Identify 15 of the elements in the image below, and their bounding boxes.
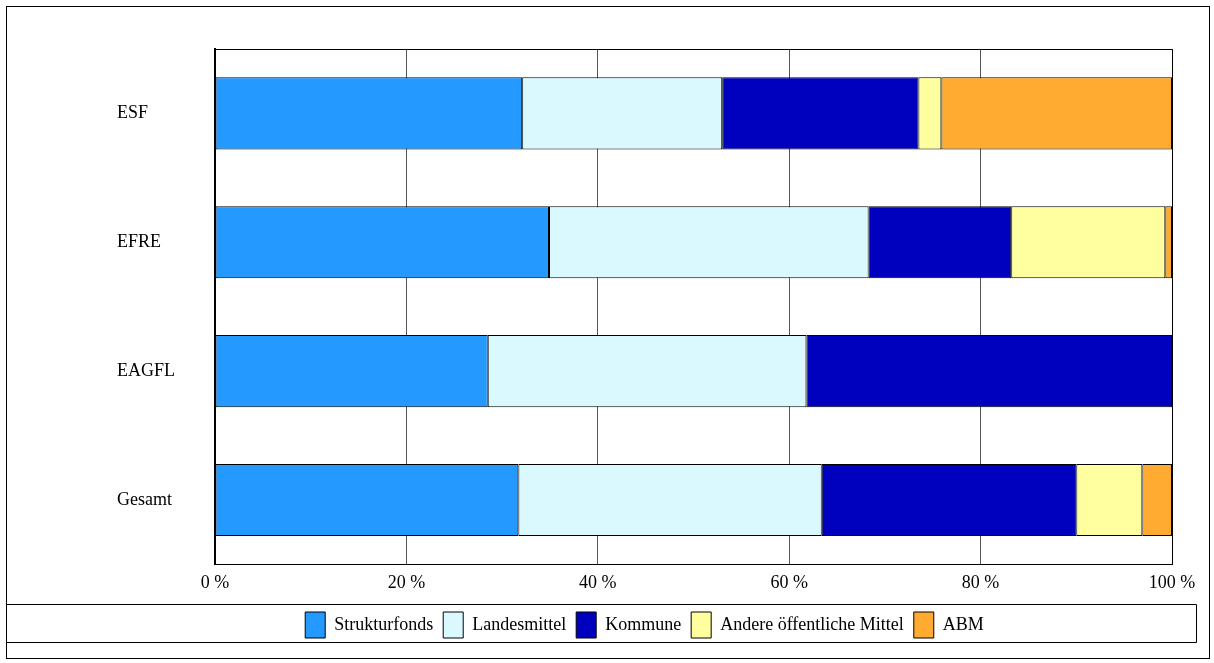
legend-label: Kommune <box>605 613 682 634</box>
legend-label: Andere öffentliche Mittel <box>720 613 904 634</box>
legend-label: Landesmittel <box>472 613 567 634</box>
x-tick-label: 60 % <box>770 571 808 592</box>
x-tick-label: 100 % <box>1148 571 1196 592</box>
y-tick-label: EFRE <box>117 231 162 252</box>
legend-label: Strukturfonds <box>334 613 434 634</box>
x-tick-label: 40 % <box>579 571 617 592</box>
x-tick-label: 0 % <box>200 571 230 592</box>
y-tick-label: Gesamt <box>117 488 172 509</box>
y-tick-label: EAGFL <box>117 359 175 380</box>
x-tick-label: 20 % <box>387 571 426 592</box>
x-tick-label: 80 % <box>961 571 1000 592</box>
legend-label: ABM <box>942 613 984 634</box>
y-tick-label: ESF <box>117 102 149 123</box>
